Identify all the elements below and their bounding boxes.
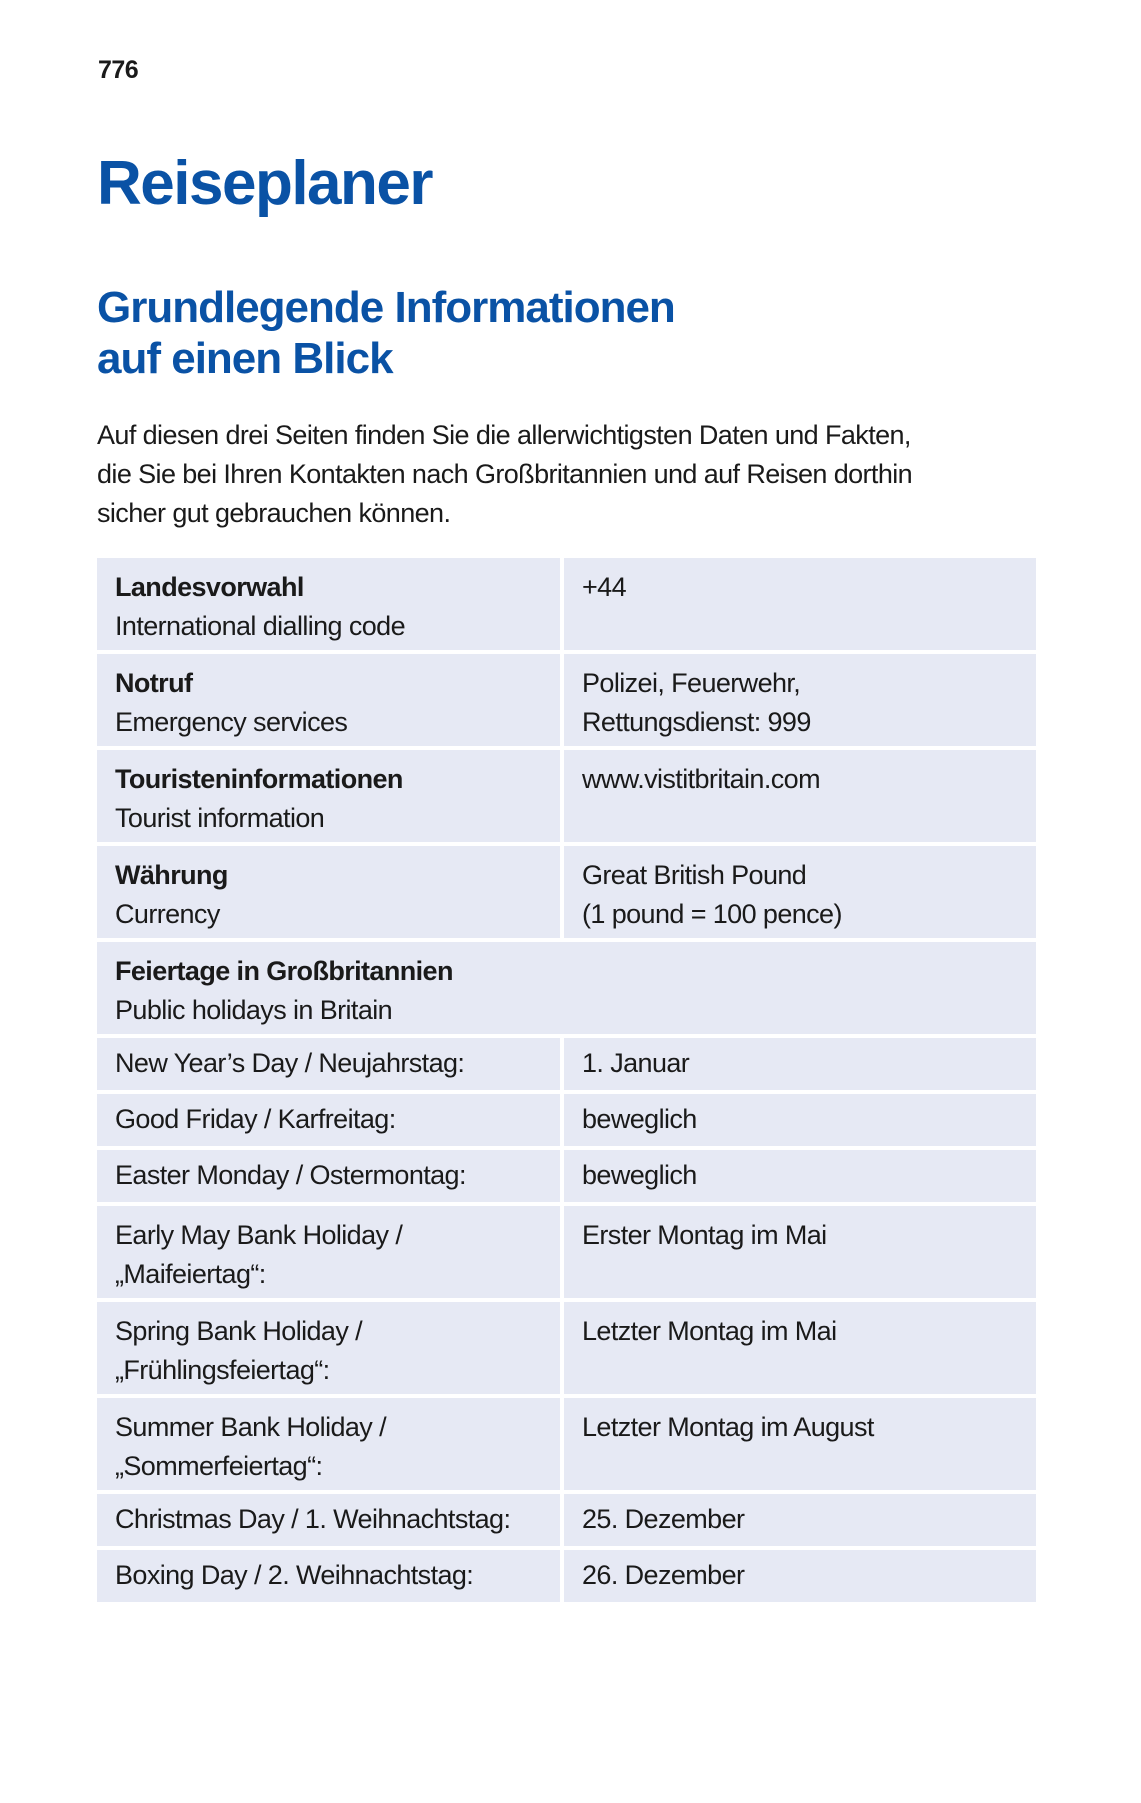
holiday-row: New Year’s Day / Neujahrstag: 1. Januar: [97, 1038, 1036, 1090]
info-row: Landesvorwahl International dialling code…: [97, 558, 1036, 650]
holidays-header-cell: Feiertage in Großbritannien Public holida…: [97, 942, 1036, 1034]
holiday-date: Letzter Montag im Mai: [582, 1316, 837, 1346]
info-row: Notruf Emergency services Polizei, Feuerwe…: [97, 654, 1036, 746]
holiday-name-line: Christmas Day / 1. Weihnachtstag:: [115, 1504, 511, 1534]
holiday-name-line: Boxing Day / 2. Weihnachtstag:: [115, 1560, 474, 1590]
info-label-cell: Touristeninformationen Tourist informatio…: [97, 750, 560, 842]
holiday-date-cell: 1. Januar: [564, 1038, 1036, 1090]
label-german: Währung: [115, 860, 228, 890]
info-value-cell: +44: [564, 558, 1036, 650]
intro-line: Auf diesen drei Seiten finden Sie die al…: [97, 420, 911, 450]
holiday-name-line: Easter Monday / Ostermontag:: [115, 1160, 466, 1190]
holiday-name-line: „Maifeiertag“:: [115, 1259, 266, 1289]
holiday-name-cell: Easter Monday / Ostermontag:: [97, 1150, 560, 1202]
holiday-row: Boxing Day / 2. Weihnachtstag: 26. Dezemb…: [97, 1550, 1036, 1602]
info-value-line: (1 pound = 100 pence): [582, 899, 842, 929]
label-german: Touristeninformationen: [115, 764, 403, 794]
info-row: Währung Currency Great British Pound (1 pou…: [97, 846, 1036, 938]
holiday-name-line: Summer Bank Holiday /: [115, 1412, 387, 1442]
holiday-row: Christmas Day / 1. Weihnachtstag: 25. Dez…: [97, 1494, 1036, 1546]
holidays-header-row: Feiertage in Großbritannien Public holida…: [97, 942, 1036, 1034]
holiday-date: beweglich: [582, 1160, 697, 1190]
holiday-name-line: New Year’s Day / Neujahrstag:: [115, 1048, 465, 1078]
info-value-line: Rettungsdienst: 999: [582, 707, 811, 737]
holiday-date: 26. Dezember: [582, 1560, 745, 1590]
label-english: Public holidays in Britain: [115, 995, 393, 1025]
holiday-date-cell: Letzter Montag im August: [564, 1398, 1036, 1490]
holiday-row: Early May Bank Holiday / „Maifeiertag“: Er…: [97, 1206, 1036, 1298]
holiday-name-cell: Boxing Day / 2. Weihnachtstag:: [97, 1550, 560, 1602]
info-value-cell: Polizei, Feuerwehr, Rettungsdienst: 999: [564, 654, 1036, 746]
holiday-name-line: Early May Bank Holiday /: [115, 1220, 403, 1250]
holiday-date-cell: 25. Dezember: [564, 1494, 1036, 1546]
info-table: Landesvorwahl International dialling code…: [97, 558, 1036, 1606]
label-german: Landesvorwahl: [115, 572, 304, 602]
holiday-date-cell: Erster Montag im Mai: [564, 1206, 1036, 1298]
label-english: Tourist information: [115, 803, 325, 833]
holiday-row: Easter Monday / Ostermontag: beweglich: [97, 1150, 1036, 1202]
holiday-date: 25. Dezember: [582, 1504, 745, 1534]
holiday-name-line: „Frühlingsfeiertag“:: [115, 1355, 330, 1385]
info-row: Touristeninformationen Tourist informatio…: [97, 750, 1036, 842]
holiday-date: Letzter Montag im August: [582, 1412, 874, 1442]
label-german: Notruf: [115, 668, 193, 698]
info-value-line: www.vistitbritain.com: [582, 764, 821, 794]
info-value-line: Polizei, Feuerwehr,: [582, 668, 801, 698]
holiday-row: Spring Bank Holiday / „Frühlingsfeiertag“…: [97, 1302, 1036, 1394]
holiday-name-cell: Spring Bank Holiday / „Frühlingsfeiertag“…: [97, 1302, 560, 1394]
holiday-name-line: Spring Bank Holiday /: [115, 1316, 363, 1346]
holiday-date: beweglich: [582, 1104, 697, 1134]
holiday-date-cell: beweglich: [564, 1150, 1036, 1202]
section-heading-line: Grundlegende Informationen: [97, 283, 676, 332]
holiday-name-cell: Summer Bank Holiday / „Sommerfeiertag“:: [97, 1398, 560, 1490]
info-label-cell: Landesvorwahl International dialling code: [97, 558, 560, 650]
intro-paragraph: Auf diesen drei Seiten finden Sie die al…: [97, 416, 1037, 533]
label-english: Emergency services: [115, 707, 348, 737]
holiday-name-cell: Early May Bank Holiday / „Maifeiertag“:: [97, 1206, 560, 1298]
label-english: International dialling code: [115, 611, 406, 641]
info-value-cell: Great British Pound (1 pound = 100 pence): [564, 846, 1036, 938]
info-value-line: Great British Pound: [582, 860, 807, 890]
section-heading: Grundlegende Informationen auf einen Bli…: [97, 282, 676, 384]
page-title: Reiseplaner: [97, 149, 434, 218]
intro-line: die Sie bei Ihren Kontakten nach Großbri…: [97, 459, 913, 489]
holiday-date-cell: 26. Dezember: [564, 1550, 1036, 1602]
holiday-name-cell: Good Friday / Karfreitag:: [97, 1094, 560, 1146]
info-label-cell: Währung Currency: [97, 846, 560, 938]
intro-line: sicher gut gebrauchen können.: [97, 498, 451, 528]
holiday-name-cell: Christmas Day / 1. Weihnachtstag:: [97, 1494, 560, 1546]
holiday-name-line: „Sommerfeiertag“:: [115, 1451, 323, 1481]
holiday-row: Good Friday / Karfreitag: beweglich: [97, 1094, 1036, 1146]
section-heading-line: auf einen Blick: [97, 334, 394, 383]
holiday-date-cell: beweglich: [564, 1094, 1036, 1146]
holiday-name-cell: New Year’s Day / Neujahrstag:: [97, 1038, 560, 1090]
info-value-line: +44: [582, 572, 627, 602]
holiday-date: Erster Montag im Mai: [582, 1220, 827, 1250]
label-german: Feiertage in Großbritannien: [115, 956, 453, 986]
holiday-date-cell: Letzter Montag im Mai: [564, 1302, 1036, 1394]
page-number: 776: [98, 56, 139, 84]
holiday-date: 1. Januar: [582, 1048, 690, 1078]
holiday-name-line: Good Friday / Karfreitag:: [115, 1104, 396, 1134]
holiday-row: Summer Bank Holiday / „Sommerfeiertag“: Le…: [97, 1398, 1036, 1490]
info-label-cell: Notruf Emergency services: [97, 654, 560, 746]
info-value-cell: www.vistitbritain.com: [564, 750, 1036, 842]
label-english: Currency: [115, 899, 220, 929]
